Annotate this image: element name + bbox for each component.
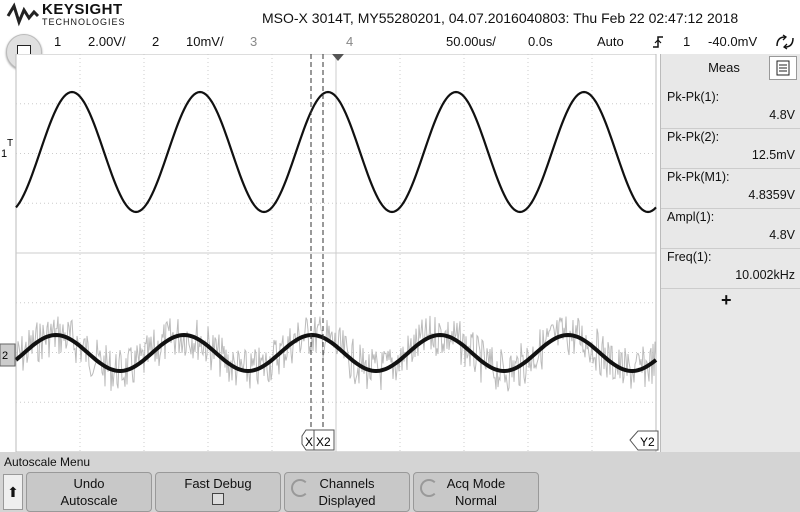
panel-list-icon[interactable] bbox=[769, 56, 797, 80]
measurement-panel: Meas Pk-Pk(1): 4.8V Pk-Pk(2): 12.5mV Pk-… bbox=[660, 54, 800, 452]
ch2-scale[interactable]: 10mV/ bbox=[186, 34, 224, 49]
softkey-label: Acq Mode bbox=[414, 476, 538, 491]
instrument-title: MSO-X 3014T, MY55280201, 04.07.201604080… bbox=[262, 10, 738, 26]
brand-subtitle: TECHNOLOGIES bbox=[42, 17, 126, 27]
trigger-source[interactable]: 1 bbox=[683, 34, 690, 49]
ch1-label[interactable]: 1 bbox=[54, 34, 61, 49]
checkbox-icon bbox=[212, 493, 224, 505]
ch4-label[interactable]: 4 bbox=[346, 34, 353, 49]
softkey-bar: Autoscale Menu ⬆ Undo Autoscale Fast Deb… bbox=[0, 452, 800, 512]
waveform-display[interactable]: X X2 Y2 T 1 2 bbox=[0, 54, 660, 452]
ch2-ground-marker: 2 bbox=[2, 350, 8, 362]
timebase-delay[interactable]: 0.0s bbox=[528, 34, 553, 49]
fast-debug-button[interactable]: Fast Debug bbox=[155, 472, 281, 512]
brand-name: KEYSIGHT bbox=[42, 1, 123, 18]
softkey-label: Undo bbox=[27, 476, 151, 491]
softkey-label: Channels bbox=[285, 476, 409, 491]
rising-edge-icon bbox=[652, 35, 664, 49]
cursor-x2-label: X2 bbox=[316, 435, 331, 449]
softkey-label: Fast Debug bbox=[156, 476, 280, 491]
meas-value: 10.002kHz bbox=[735, 268, 795, 282]
meas-value: 4.8359V bbox=[748, 188, 795, 202]
meas-row[interactable]: Pk-Pk(2): 12.5mV bbox=[661, 128, 800, 169]
timebase-scale[interactable]: 50.00us/ bbox=[446, 34, 496, 49]
trigger-level-marker: T bbox=[7, 138, 13, 149]
meas-label: Pk-Pk(M1): bbox=[667, 170, 730, 184]
meas-row[interactable]: Freq(1): 10.002kHz bbox=[661, 248, 800, 289]
cursor-x1-label: X bbox=[305, 435, 313, 449]
meas-label: Pk-Pk(1): bbox=[667, 90, 719, 104]
trigger-level[interactable]: -40.0mV bbox=[708, 34, 757, 49]
top-bar: KEYSIGHT TECHNOLOGIES MSO-X 3014T, MY552… bbox=[0, 0, 800, 30]
ch1-scale[interactable]: 2.00V/ bbox=[88, 34, 126, 49]
list-icon bbox=[770, 57, 796, 79]
status-bar: 1 2.00V/ 2 10mV/ 3 4 50.00us/ 0.0s Auto … bbox=[0, 30, 800, 54]
softkey-value: Autoscale bbox=[27, 493, 151, 508]
ch3-label[interactable]: 3 bbox=[250, 34, 257, 49]
trigger-mode[interactable]: Auto bbox=[597, 34, 624, 49]
channels-displayed-button[interactable]: Channels Displayed bbox=[284, 472, 410, 512]
undo-autoscale-button[interactable]: Undo Autoscale bbox=[26, 472, 152, 512]
meas-label: Pk-Pk(2): bbox=[667, 130, 719, 144]
softkey-value: Normal bbox=[414, 493, 538, 508]
softkey-menu-title: Autoscale Menu bbox=[4, 455, 90, 469]
touch-icon[interactable] bbox=[774, 34, 796, 50]
up-arrow-icon: ⬆ bbox=[7, 484, 19, 500]
add-measurement-button[interactable]: + bbox=[721, 290, 732, 311]
menu-up-button[interactable]: ⬆ bbox=[3, 474, 23, 510]
cursor-y2-label: Y2 bbox=[640, 435, 655, 449]
ch1-ground-marker: 1 bbox=[1, 148, 7, 160]
meas-row[interactable]: Ampl(1): 4.8V bbox=[661, 208, 800, 249]
softkey-checkbox-wrap bbox=[156, 493, 280, 508]
panel-header: Meas bbox=[661, 54, 800, 80]
meas-row[interactable]: Pk-Pk(1): 4.8V bbox=[661, 88, 800, 129]
ch2-label[interactable]: 2 bbox=[152, 34, 159, 49]
meas-row[interactable]: Pk-Pk(M1): 4.8359V bbox=[661, 168, 800, 209]
acq-mode-button[interactable]: Acq Mode Normal bbox=[413, 472, 539, 512]
meas-label: Ampl(1): bbox=[667, 210, 714, 224]
meas-label: Freq(1): bbox=[667, 250, 711, 264]
keysight-logo-icon bbox=[6, 2, 40, 28]
meas-tab[interactable]: Meas bbox=[685, 58, 763, 80]
meas-value: 4.8V bbox=[769, 228, 795, 242]
softkey-value: Displayed bbox=[285, 493, 409, 508]
meas-value: 12.5mV bbox=[752, 148, 795, 162]
meas-value: 4.8V bbox=[769, 108, 795, 122]
